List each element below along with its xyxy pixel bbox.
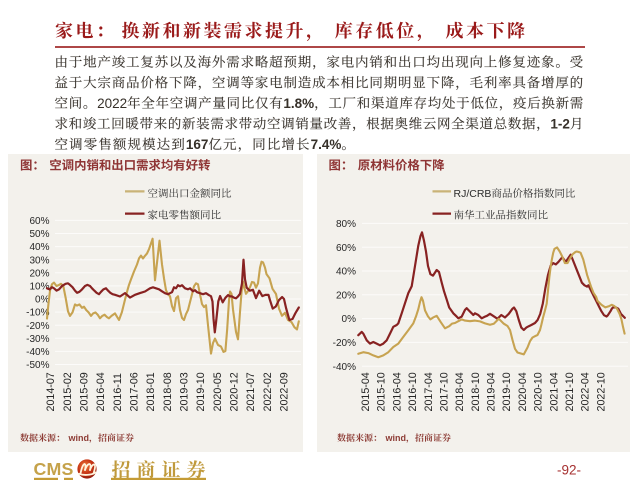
svg-text:2022-04: 2022-04 <box>580 372 592 411</box>
svg-text:-92-: -92- <box>557 463 581 478</box>
svg-text:7.4%: 7.4% <box>311 137 342 152</box>
svg-text:-50%: -50% <box>26 360 49 371</box>
svg-text:wind: wind <box>68 433 90 443</box>
svg-text:2021-04: 2021-04 <box>548 372 560 411</box>
svg-text:2018-04: 2018-04 <box>454 372 466 411</box>
svg-text:80%: 80% <box>336 219 356 230</box>
svg-text:2019-03: 2019-03 <box>179 372 191 411</box>
svg-text:2020-10: 2020-10 <box>533 372 545 411</box>
svg-text:1-2: 1-2 <box>550 116 570 131</box>
svg-text:2015-10: 2015-10 <box>376 372 388 411</box>
svg-text:wind: wind <box>385 433 407 443</box>
svg-text:2015-09: 2015-09 <box>78 372 90 411</box>
svg-text:20%: 20% <box>336 290 356 301</box>
svg-text:30%: 30% <box>29 255 49 266</box>
svg-text:10%: 10% <box>29 282 49 293</box>
svg-text:2016-04: 2016-04 <box>95 372 107 411</box>
svg-text:-10%: -10% <box>26 308 49 319</box>
svg-text:2017-10: 2017-10 <box>438 372 450 411</box>
svg-text:2022: 2022 <box>97 96 127 111</box>
svg-text:2017-06: 2017-06 <box>128 372 140 411</box>
svg-text:40%: 40% <box>336 267 356 278</box>
svg-text:2015-04: 2015-04 <box>360 372 372 411</box>
svg-text:2019-10: 2019-10 <box>195 372 207 411</box>
svg-text:2022-10: 2022-10 <box>595 372 607 411</box>
svg-text:60%: 60% <box>29 216 49 227</box>
svg-text:2020-05: 2020-05 <box>212 372 224 411</box>
svg-text:2018-10: 2018-10 <box>470 372 482 411</box>
svg-text:2021-07: 2021-07 <box>245 372 257 411</box>
svg-text:2022-02: 2022-02 <box>262 372 274 411</box>
svg-text:-30%: -30% <box>26 334 49 345</box>
svg-text:2020-04: 2020-04 <box>517 372 529 411</box>
svg-text:-20%: -20% <box>26 321 49 332</box>
svg-text:2014-07: 2014-07 <box>45 372 57 411</box>
svg-text:2018-08: 2018-08 <box>162 372 174 411</box>
svg-text:1.8%: 1.8% <box>283 96 314 111</box>
svg-text:RJ/CRB: RJ/CRB <box>454 188 492 200</box>
svg-text:-20%: -20% <box>333 338 356 349</box>
svg-text:20%: 20% <box>29 268 49 279</box>
svg-text:2021-10: 2021-10 <box>564 372 576 411</box>
svg-text:50%: 50% <box>29 229 49 240</box>
svg-text:2016-11: 2016-11 <box>112 373 124 411</box>
svg-text:2018-01: 2018-01 <box>145 372 157 411</box>
svg-text:2017-04: 2017-04 <box>423 372 435 411</box>
svg-text:2019-04: 2019-04 <box>486 372 498 411</box>
svg-text:2016-04: 2016-04 <box>391 372 403 411</box>
svg-text:2016-10: 2016-10 <box>407 372 419 411</box>
svg-text:-40%: -40% <box>333 362 356 373</box>
svg-text:40%: 40% <box>29 242 49 253</box>
svg-text:CMS: CMS <box>34 459 74 479</box>
svg-text:2019-10: 2019-10 <box>501 372 513 411</box>
svg-text:0%: 0% <box>342 314 357 325</box>
svg-text:2015-02: 2015-02 <box>62 372 74 411</box>
svg-text:167: 167 <box>186 137 209 152</box>
svg-text:60%: 60% <box>336 243 356 254</box>
svg-text:2022-09: 2022-09 <box>279 372 291 411</box>
svg-text:0%: 0% <box>35 295 50 306</box>
svg-text:-40%: -40% <box>26 347 49 358</box>
svg-text:2020-12: 2020-12 <box>229 372 241 411</box>
